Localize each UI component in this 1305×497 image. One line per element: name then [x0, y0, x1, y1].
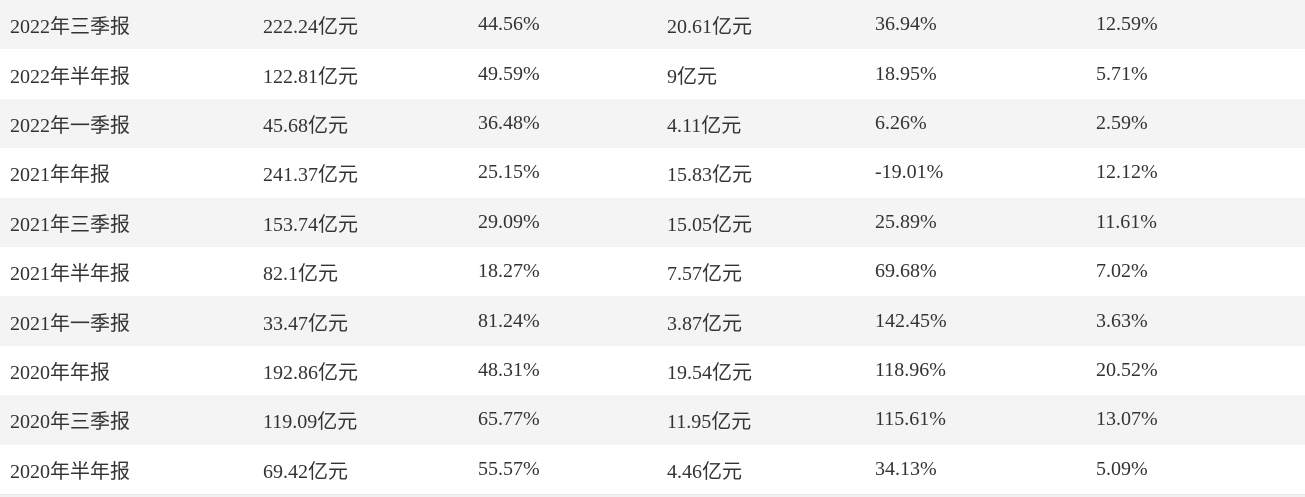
table-cell: 33.47亿元 [263, 312, 348, 335]
table-cell: 3.63% [1096, 309, 1148, 332]
table-cell: 142.45% [875, 309, 947, 332]
report-period-cell: 2021年一季报 [10, 312, 130, 335]
table-cell: 115.61% [875, 408, 946, 431]
table-cell: 4.11亿元 [667, 114, 742, 137]
table-row: 2022年三季报 222.24亿元 44.56% 20.61亿元 36.94% 12.59… [0, 0, 1305, 50]
table-cell: 222.24亿元 [263, 16, 358, 39]
table-cell: 82.1亿元 [263, 263, 338, 286]
report-period-cell: 2021年三季报 [10, 213, 130, 236]
table-cell: 25.89% [875, 210, 937, 233]
table-cell: 25.15% [478, 161, 540, 184]
table-cell: 18.27% [478, 260, 540, 283]
table-row: 2021年年报 241.37亿元 25.15% 15.83亿元 -19.01% 12.12… [0, 148, 1305, 198]
table-cell: 69.68% [875, 260, 937, 283]
table-cell: 7.02% [1096, 260, 1148, 283]
table-cell: 36.48% [478, 111, 540, 134]
report-period-cell: 2022年半年报 [10, 65, 130, 88]
table-cell: 48.31% [478, 358, 540, 381]
table-cell: 9亿元 [667, 65, 717, 88]
table-cell: 153.74亿元 [263, 213, 358, 236]
report-period-cell: 2022年三季报 [10, 16, 130, 39]
report-period-cell: 2020年三季报 [10, 411, 130, 434]
partial-next-row [0, 493, 1305, 497]
report-period-cell: 2021年半年报 [10, 263, 130, 286]
table-cell: -19.01% [875, 161, 944, 184]
table-cell: 119.09亿元 [263, 411, 358, 434]
table-cell: 2.59% [1096, 111, 1148, 134]
table-row: 2021年三季报 153.74亿元 29.09% 15.05亿元 25.89% 11.61… [0, 197, 1305, 247]
table-cell: 65.77% [478, 408, 540, 431]
table-cell: 36.94% [875, 13, 937, 36]
table-cell: 34.13% [875, 457, 937, 480]
table-cell: 12.59% [1096, 13, 1158, 36]
report-period-cell: 2020年半年报 [10, 460, 130, 483]
table-cell: 241.37亿元 [263, 164, 358, 187]
table-cell: 44.56% [478, 13, 540, 36]
table-cell: 20.52% [1096, 358, 1158, 381]
table-cell: 13.07% [1096, 408, 1158, 431]
table-cell: 15.05亿元 [667, 213, 752, 236]
table-cell: 11.61% [1096, 210, 1157, 233]
table-cell: 55.57% [478, 457, 540, 480]
table-cell: 81.24% [478, 309, 540, 332]
table-cell: 6.26% [875, 111, 927, 134]
table-cell: 5.09% [1096, 457, 1148, 480]
table-cell: 69.42亿元 [263, 460, 348, 483]
table-cell: 4.46亿元 [667, 460, 742, 483]
table-cell: 11.95亿元 [667, 411, 752, 434]
table-cell: 20.61亿元 [667, 16, 752, 39]
report-period-cell: 2020年年报 [10, 361, 110, 384]
table-cell: 7.57亿元 [667, 263, 742, 286]
report-period-cell: 2022年一季报 [10, 114, 130, 137]
table-cell: 118.96% [875, 358, 946, 381]
table-row: 2020年三季报 119.09亿元 65.77% 11.95亿元 115.61% 13.0… [0, 395, 1305, 445]
table-row: 2020年年报 192.86亿元 48.31% 19.54亿元 118.96% 20.52… [0, 345, 1305, 396]
table-cell: 5.71% [1096, 62, 1148, 85]
table-cell: 122.81亿元 [263, 65, 358, 88]
table-cell: 29.09% [478, 210, 540, 233]
table-cell: 192.86亿元 [263, 361, 358, 384]
table-cell: 3.87亿元 [667, 312, 742, 335]
table-cell: 15.83亿元 [667, 164, 752, 187]
table-row: 2021年一季报 33.47亿元 81.24% 3.87亿元 142.45% 3.63% [0, 296, 1305, 346]
table-row: 2020年半年报 69.42亿元 55.57% 4.46亿元 34.13% 5.09% [0, 444, 1305, 494]
table-cell: 45.68亿元 [263, 114, 348, 137]
table-row: 2022年半年报 122.81亿元 49.59% 9亿元 18.95% 5.71% [0, 49, 1305, 99]
table-cell: 19.54亿元 [667, 361, 752, 384]
report-period-cell: 2021年年报 [10, 164, 110, 187]
table-cell: 49.59% [478, 62, 540, 85]
table-cell: 12.12% [1096, 161, 1158, 184]
table-cell: 18.95% [875, 62, 937, 85]
table-row: 2022年一季报 45.68亿元 36.48% 4.11亿元 6.26% 2.59% [0, 98, 1305, 149]
table-row: 2021年半年报 82.1亿元 18.27% 7.57亿元 69.68% 7.02% [0, 246, 1305, 297]
